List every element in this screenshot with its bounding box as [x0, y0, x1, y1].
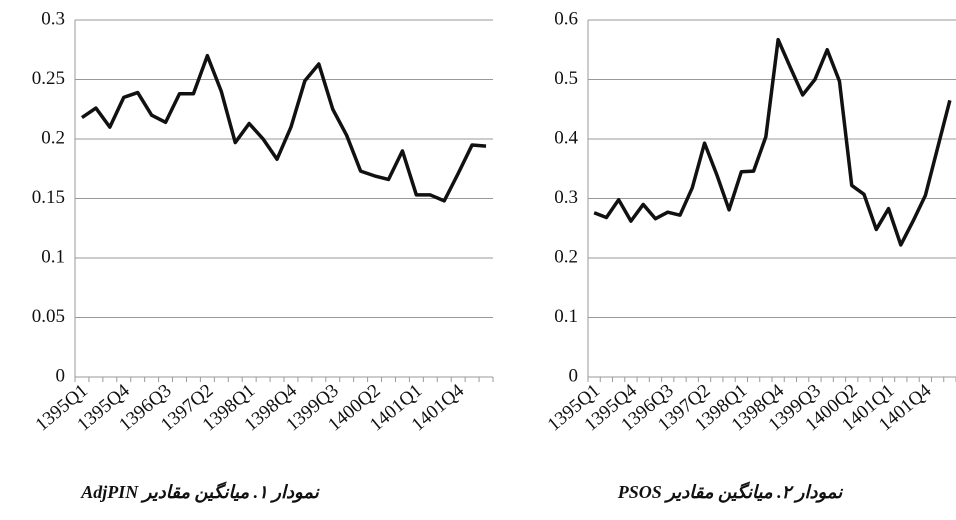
y-tick-label: 0.3	[554, 187, 578, 208]
chart-title: نمودار ۲. میانگین مقادیر PSOS	[617, 481, 843, 503]
line	[82, 56, 486, 201]
y-tick-label: 0.5	[554, 68, 578, 89]
y-tick-label: 0.1	[41, 246, 65, 267]
y-tick-label: 0.1	[554, 306, 578, 327]
y-tick-label: 0.6	[554, 8, 578, 29]
y-tick-label: 0.25	[32, 68, 65, 89]
y-tick-label: 0	[56, 365, 66, 386]
chart-title: نمودار ۱. میانگین مقادیر AdjPIN	[80, 481, 319, 503]
y-tick-label: 0.15	[32, 187, 65, 208]
y-tick-label: 0.3	[41, 8, 65, 29]
figure: نمودار ۱. میانگین مقادیر AdjPIN نمودار ۲…	[0, 0, 956, 520]
y-tick-label: 0	[569, 365, 579, 386]
line	[594, 40, 950, 245]
y-tick-label: 0.4	[554, 127, 578, 148]
y-tick-label: 0.2	[41, 127, 65, 148]
y-tick-label: 0.2	[554, 246, 578, 267]
y-tick-label: 0.05	[32, 306, 65, 327]
